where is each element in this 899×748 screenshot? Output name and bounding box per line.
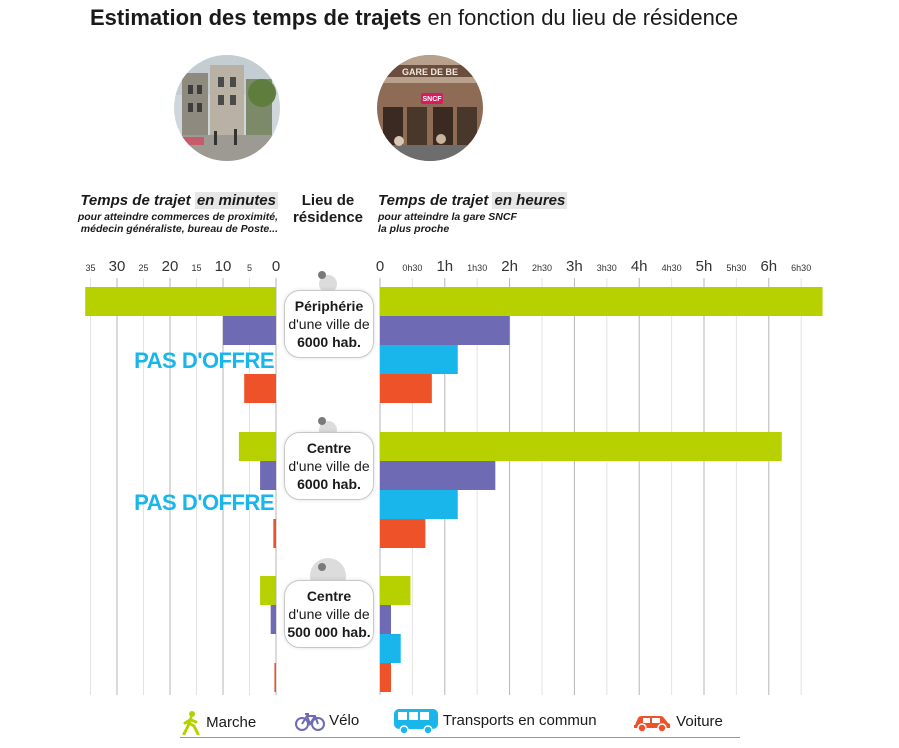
location-dot-icon [318, 563, 326, 571]
right-bar-transports [380, 490, 458, 519]
left-bar-marche [260, 576, 276, 605]
right-tick-label: 3h [566, 258, 583, 275]
left-tick-label: 25 [138, 263, 148, 273]
place-3-line1: Centre [306, 588, 352, 604]
right-bar-marche [380, 576, 411, 605]
left-tick-label: 35 [85, 263, 95, 273]
right-bar-voiture [380, 374, 432, 403]
car-icon [634, 716, 670, 733]
left-column-header: Temps de trajet en minutes pour atteindr… [74, 192, 278, 235]
right-tick-label: 2h30 [532, 263, 552, 273]
left-tick-label: 30 [109, 258, 126, 275]
legend-item-marche: Marche [180, 711, 257, 736]
left-tick-label: 0 [272, 258, 280, 275]
bus-icon [394, 709, 438, 735]
right-bar-transports [380, 345, 458, 374]
place-2-line3: 6000 hab. [297, 476, 361, 492]
place-3-line3: 500 000 hab. [287, 624, 371, 640]
location-dot-icon [318, 417, 326, 425]
legend-label-voiture: Voiture [676, 712, 723, 730]
left-header-title: Temps de trajet [80, 192, 195, 209]
right-tick-label: 0 [376, 258, 384, 275]
right-tick-label: 6h30 [791, 263, 811, 273]
place-1-line1: Périphérie [294, 298, 364, 314]
left-tick-label: 5 [247, 263, 252, 273]
chart-title-bold: Estimation des temps de trajets [90, 5, 422, 30]
legend: Marche Vélo Transports en commun Voiture [180, 705, 740, 738]
legend-item-voiture: Voiture [632, 711, 723, 733]
no-offer-annotation: PAS D'OFFRE [134, 348, 274, 373]
left-bar-marche [238, 432, 276, 461]
right-tick-label: 1h [436, 258, 453, 275]
sncf-logo-icon [421, 93, 443, 104]
walking-person-icon [182, 711, 200, 736]
chart-title: Estimation des temps de trajets en fonct… [90, 5, 738, 31]
right-column-header: Temps de trajet en heures pour atteindre… [378, 192, 578, 235]
right-header-highlight: en heures [492, 192, 568, 209]
left-bar-marche [85, 287, 276, 316]
left-header-subtitle: pour atteindre commerces de proximité, m… [77, 211, 278, 235]
right-bar-voiture [380, 519, 426, 548]
place-badge-centre-6000: Centre d'une ville de 6000 hab. [284, 432, 374, 500]
right-header-subtitle: pour atteindre la gare SNCF la plus proc… [378, 211, 517, 235]
left-tick-label: 15 [191, 263, 201, 273]
right-tick-label: 5h [696, 258, 713, 275]
travel-time-chart: 35 30 25 20 15 10 5 0 0 0h30 1h 1h30 2h 2h30 3h 3h30 4h 4… [85, 258, 823, 695]
legend-label-transports: Transports en commun [442, 711, 597, 729]
left-tick-label: 10 [215, 258, 232, 275]
right-header-title: Temps de trajet [378, 192, 493, 209]
left-header-highlight: en minutes [194, 192, 278, 209]
left-bar-velo [260, 461, 276, 490]
place-badge-centre-500000: Centre d'une ville de 500 000 hab. [284, 580, 374, 648]
sncf-logo-text: SNCF [422, 96, 442, 103]
location-dot-icon [318, 271, 326, 279]
station-sign-text: GARE DE BE [402, 67, 458, 77]
right-tick-label: 3h30 [597, 263, 617, 273]
location-pin-icon [319, 275, 337, 293]
place-3-line2: d'une ville de [288, 606, 370, 622]
left-bar-voiture [244, 374, 276, 403]
left-bar-voiture [274, 663, 276, 692]
left-bar-voiture [273, 519, 276, 548]
legend-item-velo: Vélo [295, 711, 359, 731]
left-bar-velo [223, 316, 276, 345]
no-offer-annotation: PAS D'OFFRE [134, 490, 274, 515]
right-tick-label: 4h30 [662, 263, 682, 273]
right-bar-velo [380, 316, 510, 345]
legend-label-marche: Marche [206, 713, 257, 731]
right-bar-velo [380, 605, 392, 634]
legend-label-velo: Vélo [329, 711, 360, 729]
right-tick-label: 0h30 [402, 263, 422, 273]
place-1-line2: d'une ville de [288, 316, 370, 332]
right-tick-label: 6h [760, 258, 777, 275]
place-1-line3: 6000 hab. [297, 334, 361, 350]
left-tick-label: 20 [162, 258, 179, 275]
legend-item-transports: Transports en commun [393, 707, 597, 735]
right-bar-marche [380, 287, 823, 316]
right-bar-transports [380, 634, 401, 663]
right-bar-marche [380, 432, 782, 461]
chart-title-rest: en fonction du lieu de résidence [421, 5, 739, 30]
right-tick-label: 5h30 [726, 263, 746, 273]
place-2-line2: d'une ville de [288, 458, 370, 474]
right-tick-label: 1h30 [467, 263, 487, 273]
right-tick-label: 2h [501, 258, 518, 275]
right-tick-label: 4h [631, 258, 648, 275]
left-bar-velo [270, 605, 276, 634]
place-2-line1: Centre [306, 440, 352, 456]
bicycle-icon [295, 713, 325, 731]
right-bar-voiture [380, 663, 392, 692]
lieu-de-residence-label: Lieu de résidence [292, 192, 364, 226]
right-bar-velo [380, 461, 496, 490]
train-station-photo: GARE DE BE SNCF [377, 55, 483, 161]
place-badge-peripherie: Périphérie d'une ville de 6000 hab. [284, 290, 374, 358]
